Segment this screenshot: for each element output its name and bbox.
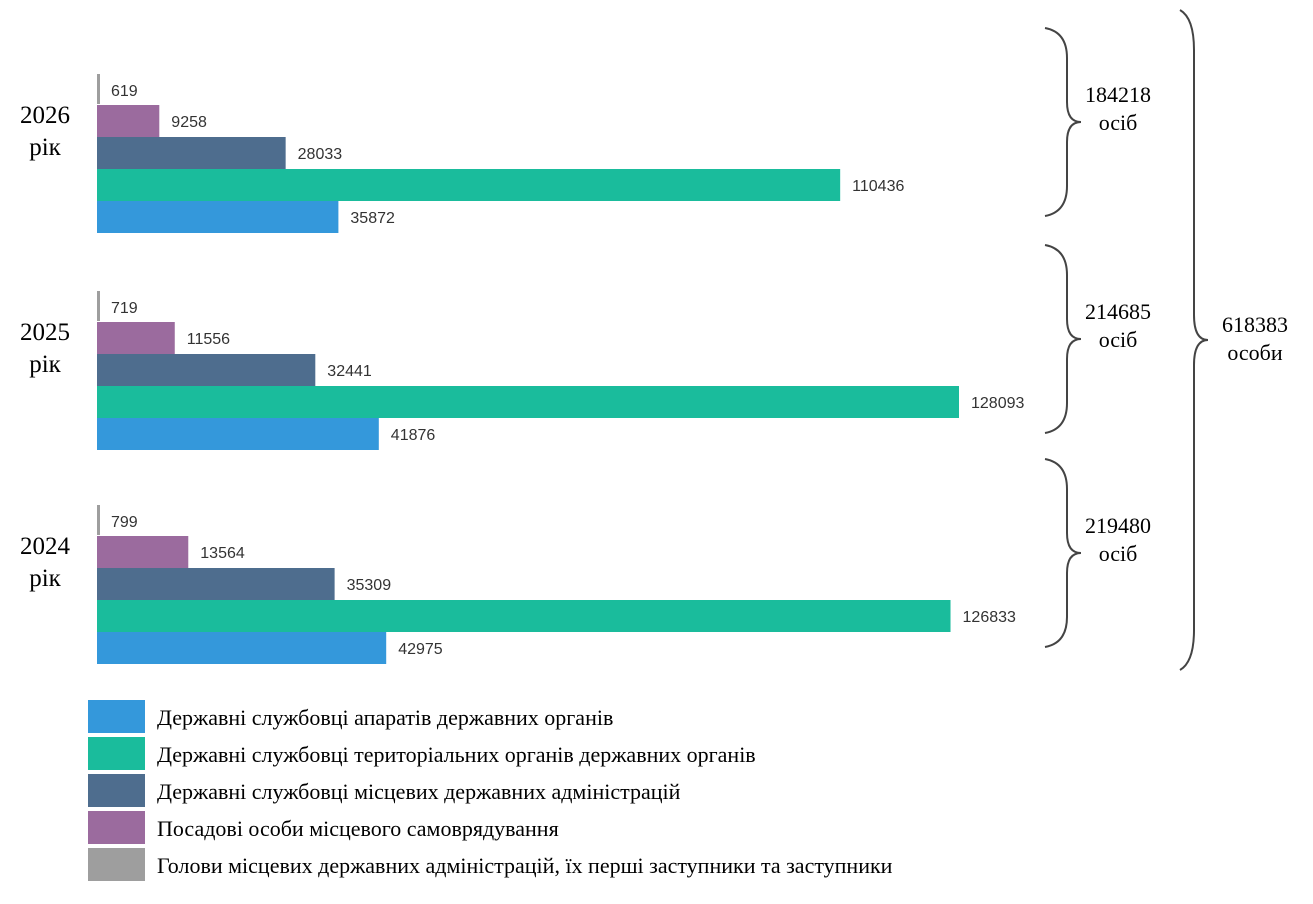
- value-label-2024-series-5: 799: [111, 514, 138, 531]
- bar-2026-series-2: [97, 169, 841, 201]
- group-total-value-2025: 214685: [1085, 299, 1151, 324]
- year-label-2025: 2025: [20, 319, 70, 346]
- bar-2024-series-4: [97, 536, 189, 568]
- value-label-2025-series-4: 11556: [187, 331, 230, 348]
- year-suffix-2026: рік: [29, 134, 61, 161]
- value-label-2026-series-4: 9258: [171, 114, 207, 131]
- value-label-2026-series-5: 619: [111, 83, 138, 100]
- year-suffix-2024: рік: [29, 565, 61, 592]
- legend-swatch-series-1: [88, 700, 145, 733]
- legend-label-series-2: Державні службовці територіальних органі…: [157, 742, 756, 767]
- bar-2025-series-4: [97, 322, 175, 354]
- bar-2025-series-2: [97, 386, 959, 418]
- bar-2026-series-1: [97, 201, 339, 233]
- value-label-2024-series-3: 35309: [347, 577, 392, 594]
- brace-2026: [1044, 27, 1082, 217]
- legend-label-series-3: Державні службовці місцевих державних ад…: [157, 779, 681, 804]
- group-total-value-2026: 184218: [1085, 82, 1151, 107]
- legend-label-series-5: Голови місцевих державних адміністрацій,…: [157, 853, 893, 878]
- legend-swatch-series-2: [88, 737, 145, 770]
- value-label-2025-series-3: 32441: [327, 363, 372, 380]
- brace-2024: [1044, 458, 1082, 648]
- bar-2025-series-1: [97, 418, 379, 450]
- bar-2026-series-5: [97, 74, 100, 104]
- bar-2024-series-1: [97, 632, 387, 664]
- group-total-unit-2026: осіб: [1099, 110, 1138, 135]
- bar-2024-series-5: [97, 505, 100, 535]
- group-total-unit-2024: осіб: [1099, 541, 1138, 566]
- value-label-2024-series-2: 126833: [963, 609, 1016, 626]
- group-total-value-2024: 219480: [1085, 513, 1151, 538]
- brace-2025: [1044, 244, 1082, 434]
- value-label-2026-series-2: 110436: [852, 178, 904, 195]
- year-suffix-2025: рік: [29, 351, 61, 378]
- legend-label-series-1: Державні службовці апаратів державних ор…: [157, 705, 613, 730]
- year-label-2026: 2026: [20, 102, 70, 129]
- bar-2025-series-3: [97, 354, 316, 386]
- bar-2026-series-3: [97, 137, 286, 169]
- grand-total-unit: особи: [1227, 340, 1283, 365]
- legend-swatch-series-4: [88, 811, 145, 844]
- grand-total-brace: [1179, 9, 1209, 671]
- grand-total-value: 618383: [1222, 312, 1288, 337]
- legend-swatch-series-3: [88, 774, 145, 807]
- legend-label-series-4: Посадові особи місцевого самоврядування: [157, 816, 559, 841]
- value-label-2024-series-4: 13564: [200, 545, 245, 562]
- value-label-2025-series-2: 128093: [971, 395, 1024, 412]
- value-label-2026-series-3: 28033: [298, 146, 343, 163]
- bar-2025-series-5: [97, 291, 100, 321]
- value-label-2026-series-1: 35872: [350, 210, 395, 227]
- value-label-2025-series-5: 719: [111, 300, 138, 317]
- legend-swatch-series-5: [88, 848, 145, 881]
- bar-2026-series-4: [97, 105, 160, 137]
- value-label-2024-series-1: 42975: [398, 641, 443, 658]
- group-total-unit-2025: осіб: [1099, 327, 1138, 352]
- bar-2024-series-3: [97, 568, 335, 600]
- year-label-2024: 2024: [20, 533, 71, 560]
- bar-2024-series-2: [97, 600, 951, 632]
- value-label-2025-series-1: 41876: [391, 427, 436, 444]
